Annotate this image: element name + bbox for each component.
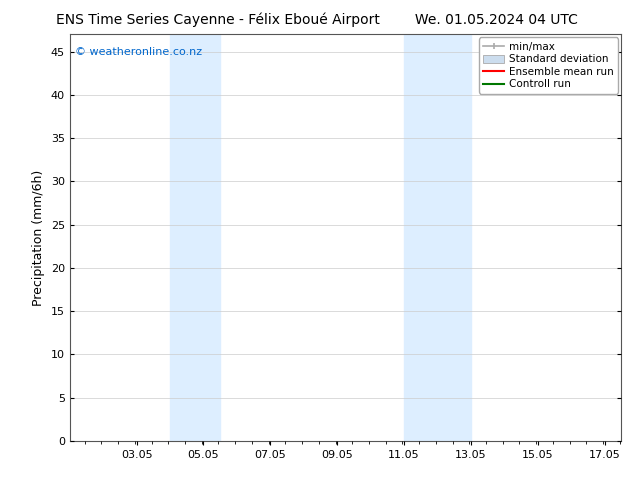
- Bar: [404, 34, 471, 441]
- Text: ENS Time Series Cayenne - Félix Eboué Airport        We. 01.05.2024 04 UTC: ENS Time Series Cayenne - Félix Eboué Ai…: [56, 12, 578, 27]
- Y-axis label: Precipitation (mm/6h): Precipitation (mm/6h): [32, 170, 45, 306]
- Text: © weatheronline.co.nz: © weatheronline.co.nz: [75, 47, 202, 56]
- Legend: min/max, Standard deviation, Ensemble mean run, Controll run: min/max, Standard deviation, Ensemble me…: [479, 37, 618, 94]
- Bar: [170, 34, 220, 441]
